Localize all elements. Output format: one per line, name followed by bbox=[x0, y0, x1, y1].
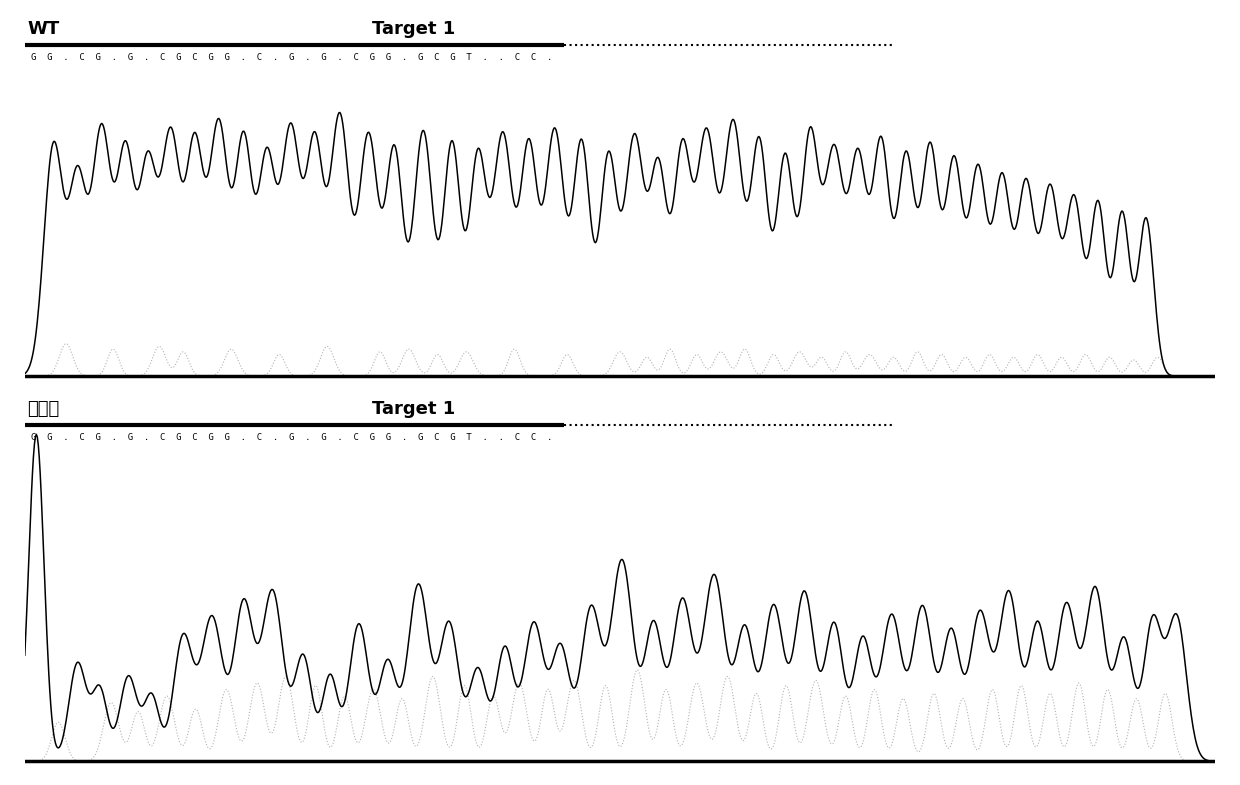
Text: Target 1: Target 1 bbox=[372, 20, 455, 38]
Text: 突变体: 突变体 bbox=[27, 400, 60, 418]
Text: Target 1: Target 1 bbox=[372, 400, 455, 418]
Text: WT: WT bbox=[27, 20, 60, 38]
Text: G  G  .  C  G  .  G  .  C  G  C  G  G  .  C  .  G  .  G  .  C  G  G  .  G  C  G : G G . C G . G . C G C G G . C . G . G . … bbox=[31, 53, 552, 61]
Text: G  G  .  C  G  .  G  .  C  G  C  G  G  .  C  .  G  .  G  .  C  G  G  .  G  C  G : G G . C G . G . C G C G G . C . G . G . … bbox=[31, 433, 552, 442]
